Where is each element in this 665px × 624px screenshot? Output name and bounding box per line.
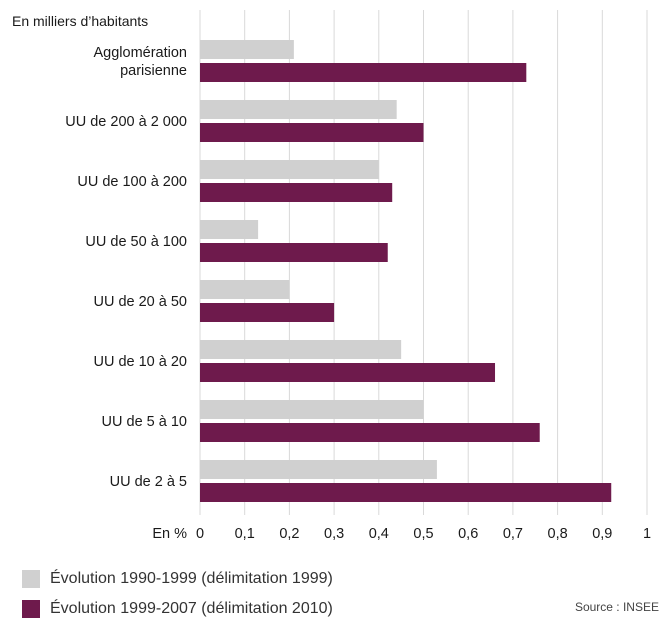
x-unit-label: En % — [152, 526, 187, 542]
bars — [200, 40, 612, 502]
x-tick-label: 0,4 — [369, 526, 389, 542]
category-label: UU de 20 à 50 — [93, 294, 187, 310]
source-note: Source : INSEE — [574, 600, 659, 614]
category-label: UU de 200 à 2 000 — [65, 114, 187, 130]
bar-2-8 — [200, 483, 612, 502]
bar-2-5 — [200, 303, 335, 322]
x-tick-label: 0,8 — [548, 526, 568, 542]
x-tick-label: 0,3 — [324, 526, 344, 542]
category-label: UU de 5 à 10 — [102, 414, 187, 430]
x-tick-label: 0,7 — [503, 526, 523, 542]
category-label: parisienne — [120, 63, 187, 79]
legend-swatch-series-1 — [22, 570, 40, 588]
category-label: UU de 50 à 100 — [85, 234, 187, 250]
bar-1-3 — [200, 160, 379, 179]
category-label: Agglomération — [94, 45, 188, 61]
bar-2-3 — [200, 183, 393, 202]
bar-chart: Agglomération parisienne UU de 200 à 2 000… — [12, 10, 651, 542]
bar-2-4 — [200, 243, 388, 262]
bar-1-2 — [200, 100, 397, 119]
x-tick-label: 0,9 — [592, 526, 612, 542]
legend: Évolution 1990-1999 (délimitation 1999) … — [22, 564, 333, 624]
category-label: UU de 10 à 20 — [93, 354, 187, 370]
legend-item-series-2: Évolution 1999-2007 (délimitation 2010) — [22, 594, 333, 624]
bar-1-7 — [200, 400, 424, 419]
bar-2-2 — [200, 123, 424, 142]
bar-2-6 — [200, 363, 496, 382]
unit-label: En milliers d’habitants — [12, 13, 148, 29]
legend-label-series-2: Évolution 1999-2007 (délimitation 2010) — [50, 600, 333, 617]
legend-item-series-1: Évolution 1990-1999 (délimitation 1999) — [22, 564, 333, 594]
grid-lines — [199, 10, 648, 515]
x-tick-label: 0,2 — [279, 526, 299, 542]
bar-2-7 — [200, 423, 540, 442]
bar-2-1 — [200, 63, 527, 82]
category-labels: Agglomération parisienne UU de 200 à 2 000… — [65, 45, 187, 490]
x-tick-label: 0,1 — [235, 526, 255, 542]
category-label: UU de 2 à 5 — [110, 474, 187, 490]
bar-1-1 — [200, 40, 294, 59]
category-label: UU de 100 à 200 — [77, 174, 187, 190]
bar-1-4 — [200, 220, 259, 239]
bar-1-8 — [200, 460, 437, 479]
x-tick-label: 1 — [643, 526, 651, 542]
x-axis-ticks: 0 0,1 0,2 0,3 0,4 0,5 0,6 0,7 0,8 0,9 1 — [196, 526, 651, 542]
bar-1-5 — [200, 280, 290, 299]
bar-1-6 — [200, 340, 402, 359]
legend-label-series-1: Évolution 1990-1999 (délimitation 1999) — [50, 570, 333, 587]
legend-swatch-series-2 — [22, 600, 40, 618]
x-tick-label: 0,5 — [413, 526, 433, 542]
x-tick-label: 0 — [196, 526, 204, 542]
x-tick-label: 0,6 — [458, 526, 478, 542]
